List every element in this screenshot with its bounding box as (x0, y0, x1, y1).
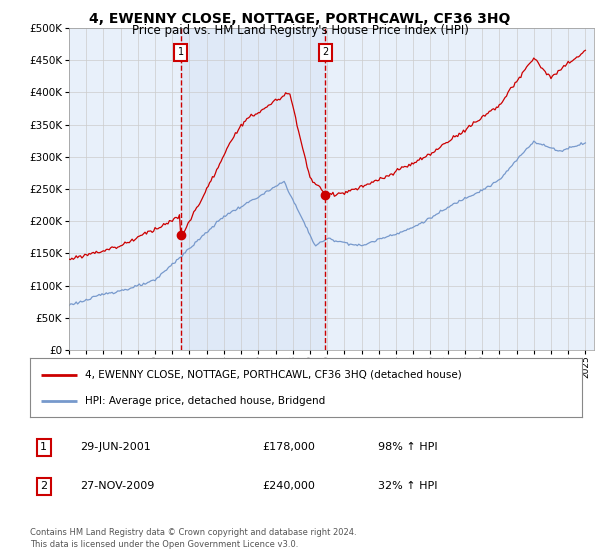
Text: Contains HM Land Registry data © Crown copyright and database right 2024.: Contains HM Land Registry data © Crown c… (30, 528, 356, 536)
Text: 29-JUN-2001: 29-JUN-2001 (80, 442, 151, 452)
Text: 4, EWENNY CLOSE, NOTTAGE, PORTHCAWL, CF36 3HQ (detached house): 4, EWENNY CLOSE, NOTTAGE, PORTHCAWL, CF3… (85, 370, 462, 380)
Text: 2: 2 (322, 48, 329, 58)
Text: Price paid vs. HM Land Registry's House Price Index (HPI): Price paid vs. HM Land Registry's House … (131, 24, 469, 36)
Text: 2: 2 (40, 482, 47, 491)
Text: £178,000: £178,000 (262, 442, 315, 452)
Text: 32% ↑ HPI: 32% ↑ HPI (378, 482, 437, 491)
Text: 4, EWENNY CLOSE, NOTTAGE, PORTHCAWL, CF36 3HQ: 4, EWENNY CLOSE, NOTTAGE, PORTHCAWL, CF3… (89, 12, 511, 26)
Text: 98% ↑ HPI: 98% ↑ HPI (378, 442, 437, 452)
Text: £240,000: £240,000 (262, 482, 315, 491)
Text: 27-NOV-2009: 27-NOV-2009 (80, 482, 154, 491)
Text: This data is licensed under the Open Government Licence v3.0.: This data is licensed under the Open Gov… (30, 540, 298, 549)
Text: HPI: Average price, detached house, Bridgend: HPI: Average price, detached house, Brid… (85, 396, 325, 406)
Text: 1: 1 (178, 48, 184, 58)
Bar (181, 28, 325, 350)
Text: 1: 1 (40, 442, 47, 452)
